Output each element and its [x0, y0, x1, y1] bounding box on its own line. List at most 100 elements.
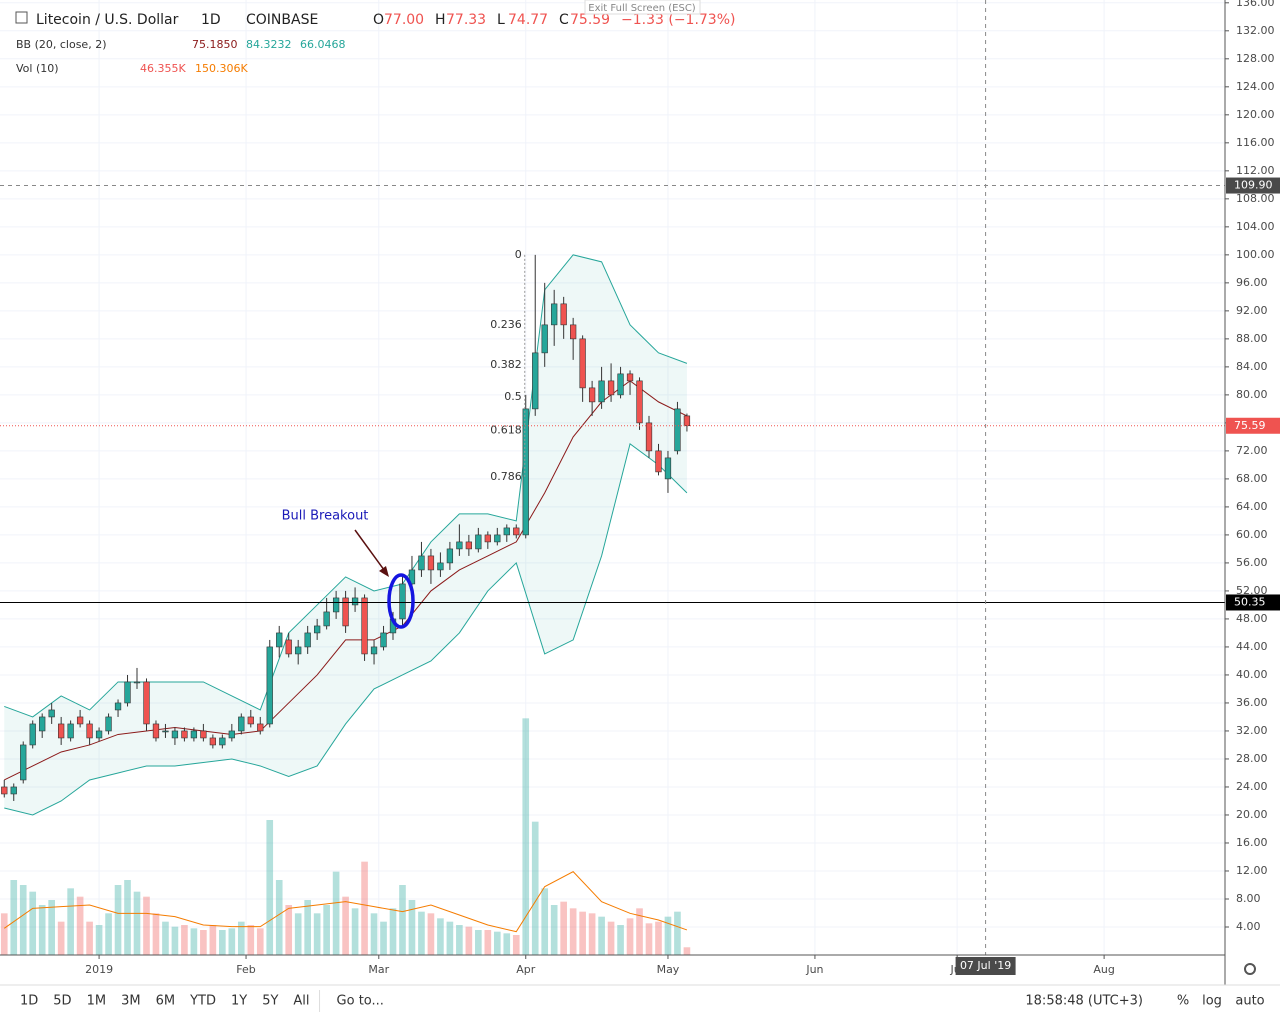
candle-body: [219, 737, 226, 746]
candle-body: [181, 730, 188, 739]
candle-body: [76, 716, 84, 725]
volume-bar: [209, 925, 217, 955]
volume-bar: [162, 921, 169, 955]
range-button[interactable]: All: [293, 994, 309, 1009]
x-tick-label: Aug: [1093, 963, 1114, 976]
volume-bar: [10, 880, 18, 955]
last-price-tag: [1226, 417, 1280, 434]
interval[interactable]: 1D: [201, 12, 221, 28]
ohlc-value: 75.59: [570, 12, 610, 28]
candle-body: [484, 534, 491, 543]
range-button[interactable]: 6M: [156, 994, 176, 1009]
candle-body: [86, 723, 93, 739]
x-tick-label: Jun: [805, 963, 823, 976]
x-tick-label: May: [657, 963, 680, 976]
candle-body: [228, 730, 235, 739]
y-tick-label: 92.00: [1236, 304, 1268, 317]
volume-ma: [3, 871, 688, 933]
candle-body: [162, 730, 169, 733]
volume-bar: [95, 925, 103, 955]
volume-bar: [512, 935, 520, 955]
range-button[interactable]: 1Y: [231, 994, 247, 1009]
candle-body: [266, 646, 273, 725]
candle-body: [560, 303, 567, 326]
range-button[interactable]: 5D: [53, 994, 71, 1009]
scale-button[interactable]: log: [1202, 994, 1222, 1009]
candle-body: [95, 730, 103, 739]
crosshair-date-tag: [955, 957, 1016, 975]
y-tick-label: 32.00: [1236, 724, 1268, 737]
volume-bar: [29, 891, 37, 955]
candle-body: [238, 716, 245, 732]
ohlc-value: 77.33: [446, 12, 486, 28]
candle-body: [617, 373, 624, 396]
y-tick-label: 36.00: [1236, 696, 1268, 709]
volume-bar: [674, 911, 681, 955]
bb-fill: [4, 254, 687, 815]
goto-button[interactable]: Go to...: [337, 994, 384, 1009]
range-button[interactable]: YTD: [189, 994, 216, 1009]
candle-body: [304, 632, 311, 648]
range-button[interactable]: 5Y: [262, 994, 278, 1009]
candle-body: [209, 737, 217, 746]
volume-bar: [579, 911, 586, 955]
y-tick-label: 48.00: [1236, 612, 1268, 625]
candle-body: [152, 723, 160, 739]
scale-button[interactable]: auto: [1235, 994, 1264, 1009]
vol-name: Vol (10): [16, 62, 59, 75]
candle-body: [133, 681, 141, 684]
volume-bar: [437, 918, 444, 955]
volume-bar: [626, 918, 634, 955]
exit-fullscreen[interactable]: [584, 0, 701, 15]
vol-value: 46.355K: [140, 62, 186, 75]
candle-body: [475, 534, 482, 550]
volume-bar: [237, 921, 245, 955]
candle-body: [105, 716, 112, 732]
candle-body: [683, 415, 691, 427]
y-tick-label: 64.00: [1236, 500, 1268, 513]
range-button[interactable]: 3M: [121, 994, 141, 1009]
candle-body: [456, 541, 463, 550]
candle-body: [124, 681, 131, 704]
exit-label[interactable]: Exit Full Screen (ESC): [588, 3, 696, 14]
y-tick-label: 108.00: [1236, 192, 1275, 205]
volume-bar: [256, 928, 264, 955]
volume-bar: [48, 900, 55, 955]
candle-body: [437, 562, 444, 571]
volume-bar: [190, 928, 198, 955]
candle-body: [295, 646, 302, 655]
candle-body: [67, 723, 74, 739]
volume-bar: [645, 923, 653, 955]
volume-bar: [560, 901, 567, 955]
bb-name: BB (20, close, 2): [16, 38, 107, 51]
volume-bar: [285, 905, 293, 955]
range-button[interactable]: 1D: [20, 994, 38, 1009]
y-tick-label: 56.00: [1236, 556, 1268, 569]
support-tag: [1226, 594, 1280, 611]
y-tick-label: 60.00: [1236, 528, 1268, 541]
volume-bar: [228, 928, 236, 955]
volume-bar: [200, 930, 207, 955]
volume-bar: [569, 908, 577, 955]
last-price-tag-label: 75.59: [1234, 419, 1266, 432]
y-tick-label: 132.00: [1236, 24, 1275, 37]
volume-bar: [493, 931, 501, 955]
volume-bar: [294, 913, 302, 955]
range-button[interactable]: 1M: [87, 994, 107, 1009]
volume-bar: [598, 916, 605, 955]
candle-body: [570, 324, 577, 340]
y-tick-label: 136.00: [1236, 0, 1275, 9]
candle-body: [114, 702, 122, 711]
settings-icon[interactable]: [1244, 963, 1256, 975]
volume-bar: [143, 896, 150, 955]
collapse-icon[interactable]: [15, 11, 28, 24]
bb-middle: [4, 380, 688, 781]
candle-body: [541, 324, 548, 354]
breakout-circle: [387, 573, 415, 629]
scale-button[interactable]: %: [1177, 994, 1189, 1009]
y-tick-label: 28.00: [1236, 752, 1268, 765]
candle-body: [200, 730, 207, 739]
volume-bar: [465, 926, 473, 955]
annotation-arrow: [354, 529, 388, 575]
